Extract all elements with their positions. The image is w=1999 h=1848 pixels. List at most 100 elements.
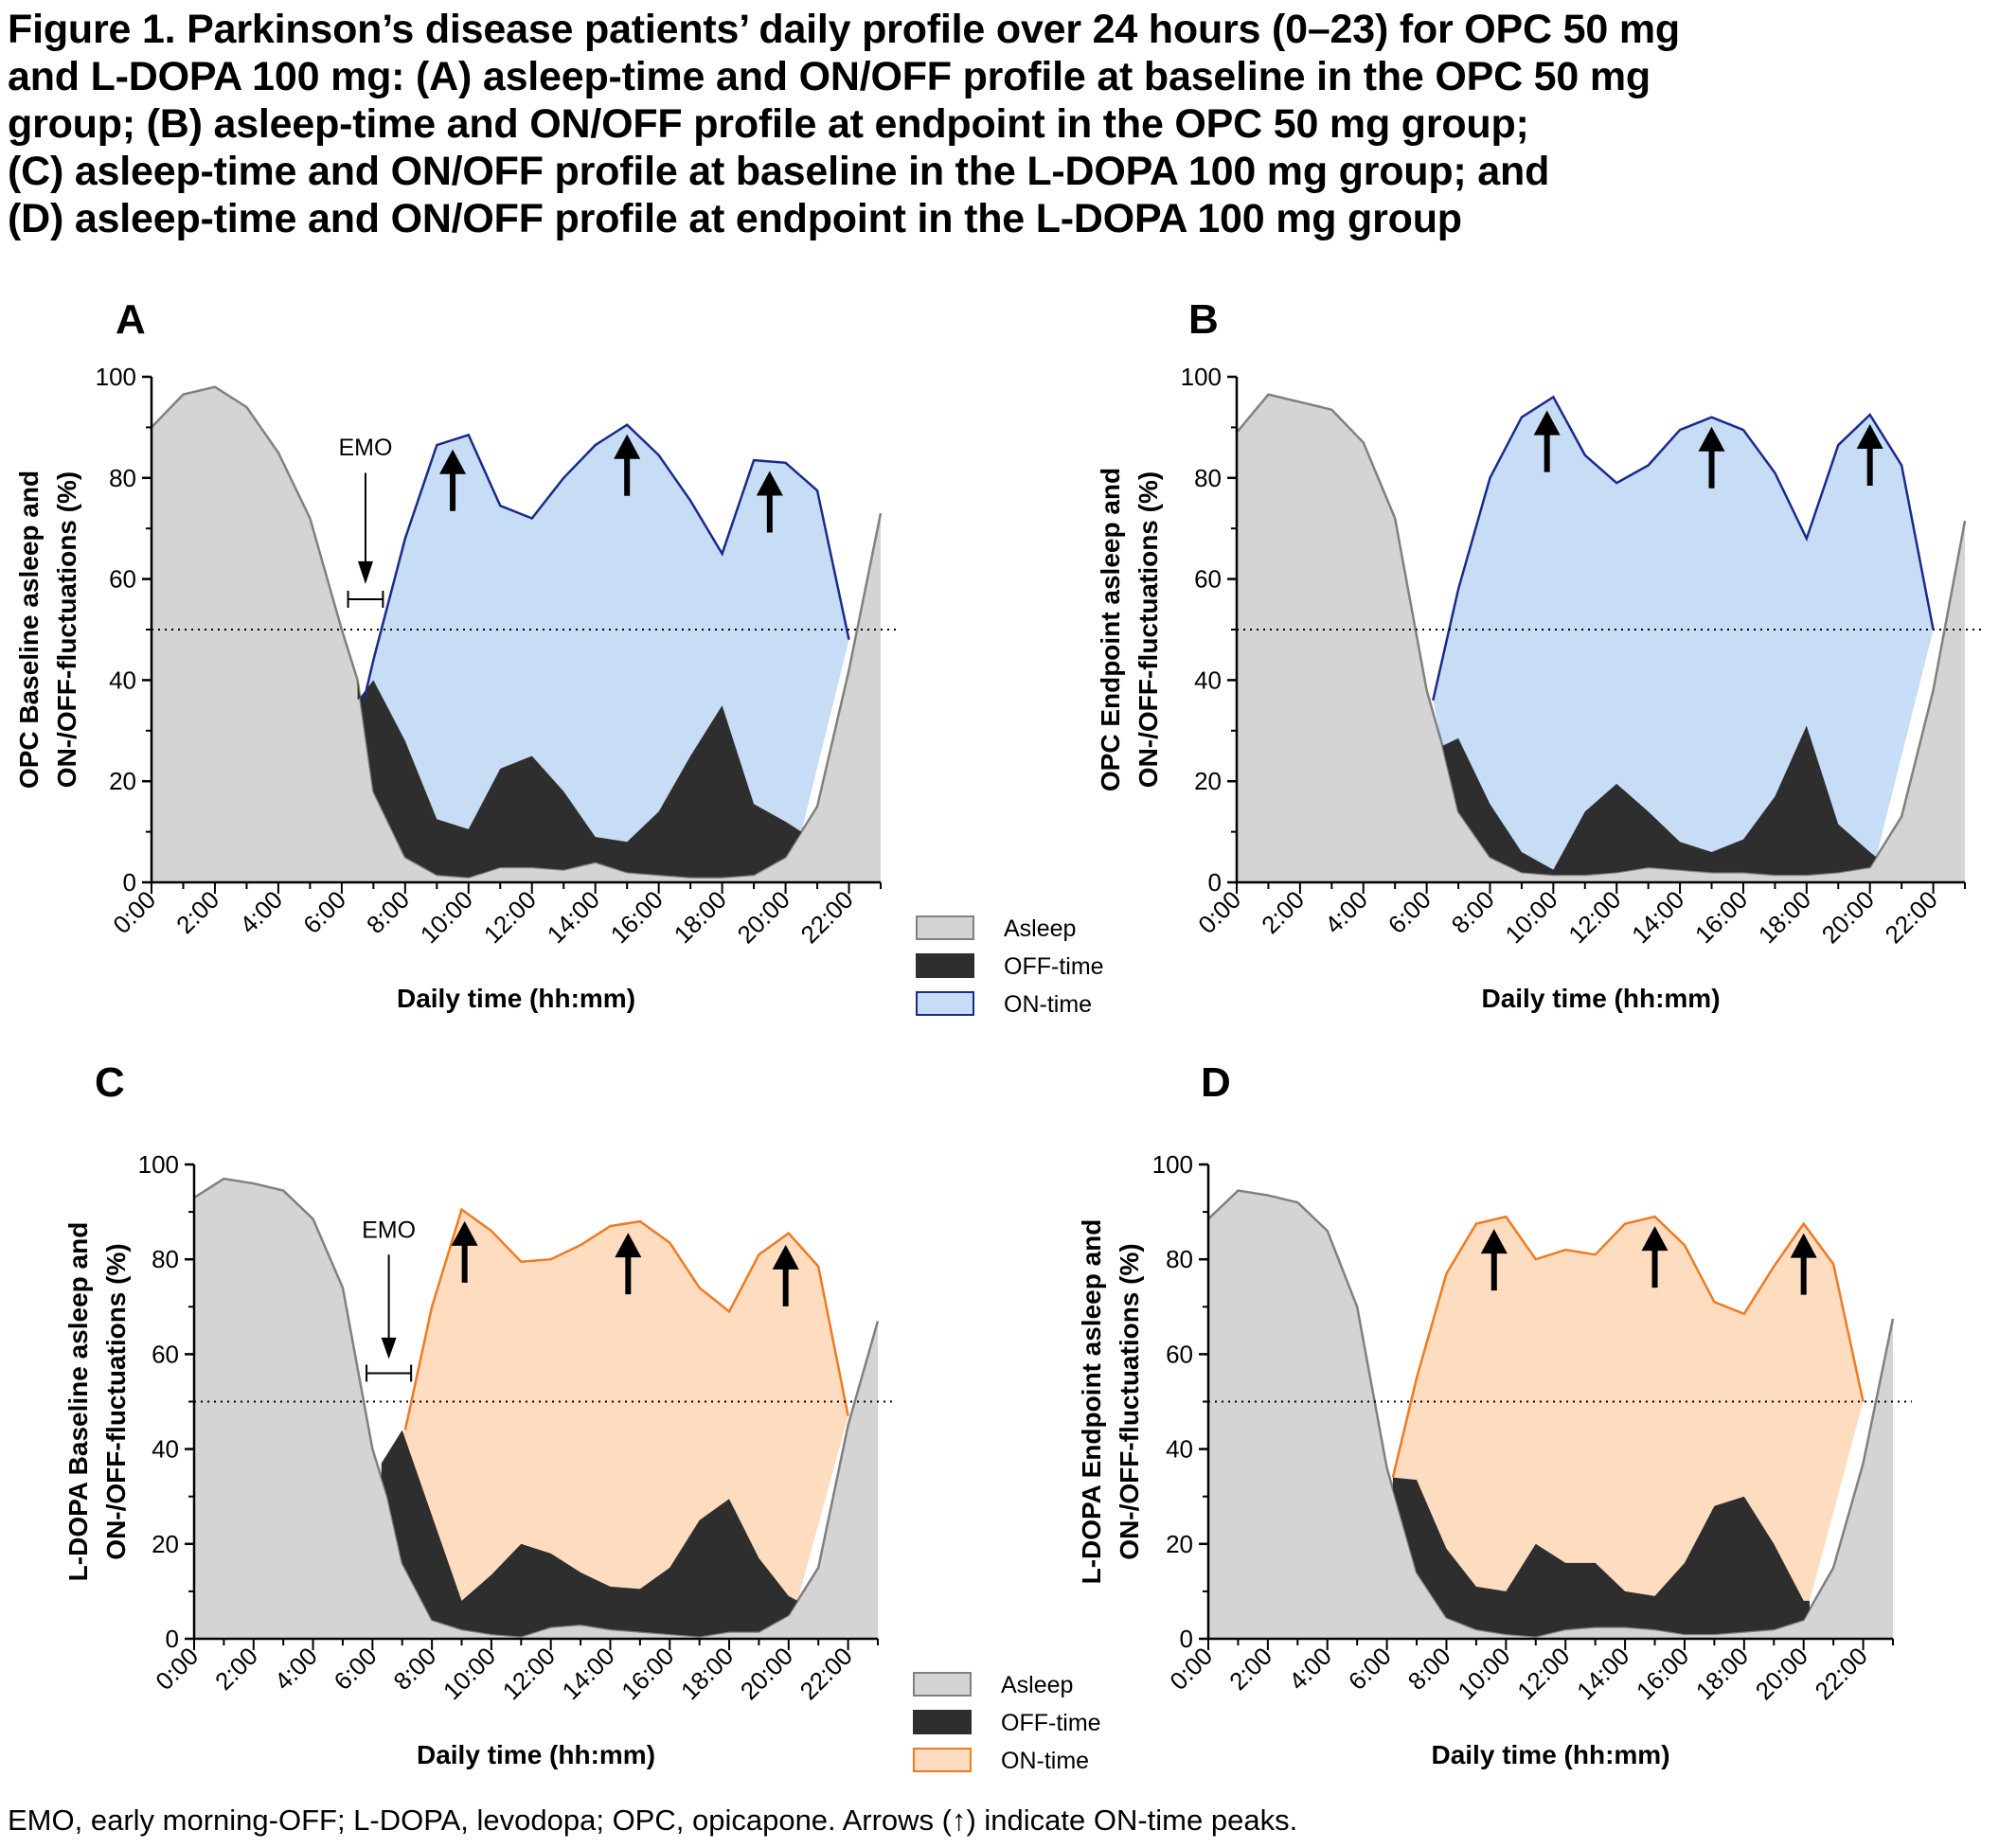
panel-a-chart: 0 20 40 60 80 100 0:00 2:00 4:00 6:00 8:00 10:00 12:… [14, 296, 1104, 1018]
y-tick-label: 40 [152, 1435, 179, 1464]
x-tick-label: 10:00 [1452, 1642, 1515, 1705]
x-tick-label: 10:00 [415, 885, 478, 949]
legend-label: ON-time [1004, 991, 1092, 1018]
arrow-head [1480, 1229, 1508, 1254]
figure-title: Figure 1. Parkinson’s disease patients’ … [8, 6, 1987, 242]
x-tick-label: 6:00 [1383, 885, 1437, 939]
y-axis-title-line: L-DOPA Baseline asleep and [63, 1222, 93, 1582]
on-peak-arrow [615, 1233, 642, 1295]
asleep-area [1208, 1190, 1893, 1639]
x-tick-label: 16:00 [616, 1642, 679, 1705]
arrow-head [439, 449, 467, 474]
legend-label: Asleep [1001, 1672, 1073, 1698]
x-tick-label: 0:00 [107, 885, 161, 939]
off-time-area [357, 680, 802, 878]
on-peak-arrow [1790, 1233, 1817, 1295]
x-tick-label: 20:00 [732, 885, 795, 949]
on-time-area [1433, 397, 1934, 870]
panel-c-chart: 0 20 40 60 80 100 0:00 2:00 4:00 6:00 8:0010:0012:… [63, 1059, 1101, 1774]
legend: Asleep OFF-time ON-time [913, 1672, 1101, 1774]
figure-title-line: (C) asleep-time and ON/OFF profile at ba… [8, 149, 1550, 194]
x-tick-label: 0:00 [1164, 1642, 1218, 1696]
y-tick-label: 80 [109, 464, 136, 492]
panel-letter: A [116, 296, 146, 343]
y-tick-label: 100 [96, 363, 136, 391]
x-tick-label: 16:00 [605, 885, 669, 949]
x-tick-label: 16:00 [1631, 1642, 1694, 1705]
x-tick-label: 12:00 [478, 885, 542, 949]
y-tick-label: 20 [109, 767, 136, 795]
legend-swatch [916, 915, 974, 940]
legend-swatch [916, 991, 974, 1016]
y-tick-label: 20 [1194, 767, 1222, 795]
y-tick-label: 0 [1180, 1625, 1193, 1653]
x-tick-label: 18:00 [1690, 1642, 1754, 1705]
y-axis-title-line: ON-/OFF-fluctuations (%) [1133, 471, 1163, 788]
y-axis-title-line: L-DOPA Endpoint asleep and [1077, 1219, 1106, 1585]
x-tick-label: 20:00 [1816, 885, 1880, 949]
x-tick-label: 12:00 [1562, 885, 1626, 949]
x-tick-label: 8:00 [387, 1642, 441, 1696]
legend-label: OFF-time [1001, 1710, 1101, 1736]
arrow-head [756, 471, 783, 496]
figure-title-line: Figure 1. Parkinson’s disease patients’ … [8, 7, 1680, 52]
x-tick-label: 6:00 [297, 885, 351, 939]
on-peak-arrow [1698, 426, 1725, 489]
on-peak-arrow [1641, 1226, 1669, 1288]
y-axis-title-line: ON-/OFF-fluctuations (%) [101, 1243, 131, 1559]
asleep-area [1237, 394, 1965, 882]
x-tick-label: 2:00 [1256, 885, 1310, 939]
emo-annotation: EMO [339, 435, 393, 608]
x-tick-label: 6:00 [1343, 1642, 1397, 1696]
arrow-head [1856, 424, 1883, 450]
y-tick-label: 80 [1194, 464, 1222, 492]
x-tick-label: 2:00 [170, 885, 224, 939]
x-tick-label: 14:00 [1571, 1642, 1634, 1705]
on-peak-arrow [451, 1220, 478, 1283]
x-tick-label: 8:00 [1446, 885, 1500, 939]
on-peak-arrow [1480, 1229, 1508, 1291]
x-tick-label: 20:00 [1750, 1642, 1813, 1705]
on-peak-arrow [439, 449, 467, 511]
arrow-head [1790, 1233, 1817, 1258]
y-tick-label: 0 [123, 868, 136, 897]
arrow-head [1698, 426, 1725, 452]
x-axis-title: Daily time (hh:mm) [397, 984, 635, 1013]
x-tick-label: 0:00 [1192, 885, 1246, 939]
x-tick-label: 18:00 [675, 1642, 739, 1705]
emo-arrow-head [381, 1337, 397, 1359]
panel-d-chart: 0 20 40 60 80 100 0:00 2:00 4:00 6:00 8:0010:0012:… [1077, 1059, 1912, 1769]
on-peak-arrow [756, 471, 783, 533]
y-tick-label: 0 [1208, 868, 1222, 897]
y-tick-label: 40 [1166, 1435, 1193, 1464]
x-axis-title: Daily time (hh:mm) [1431, 1740, 1669, 1769]
legend: Asleep OFF-time ON-time [916, 915, 1104, 1018]
x-tick-label: 8:00 [361, 885, 415, 939]
x-tick-label: 4:00 [234, 885, 288, 939]
y-tick-label: 100 [138, 1150, 179, 1179]
off-time-area [381, 1430, 798, 1637]
x-tick-label: 16:00 [1689, 885, 1753, 949]
emo-label: EMO [362, 1217, 416, 1244]
y-axis-title-line: ON-/OFF-fluctuations (%) [1115, 1243, 1144, 1559]
x-tick-label: 22:00 [1810, 1642, 1873, 1705]
emo-arrow-head [357, 560, 373, 584]
x-tick-label: 12:00 [497, 1642, 561, 1705]
x-tick-label: 22:00 [1880, 885, 1943, 949]
x-tick-label: 8:00 [1402, 1642, 1456, 1696]
arrow-head [451, 1220, 478, 1246]
asleep-area [194, 1179, 878, 1639]
panel-letter: D [1201, 1059, 1231, 1106]
y-axis-title-line: OPC Baseline asleep and [14, 471, 44, 789]
legend-label: ON-time [1001, 1748, 1089, 1774]
x-tick-label: 20:00 [735, 1642, 798, 1705]
panel-letter: C [95, 1059, 125, 1106]
x-tick-label: 10:00 [437, 1642, 501, 1705]
on-time-line [1391, 1215, 1865, 1478]
off-time-area [1392, 1477, 1810, 1637]
x-tick-label: 0:00 [150, 1642, 204, 1696]
emo-label: EMO [339, 435, 393, 461]
legend-label: Asleep [1004, 915, 1076, 942]
y-tick-label: 20 [152, 1530, 179, 1558]
